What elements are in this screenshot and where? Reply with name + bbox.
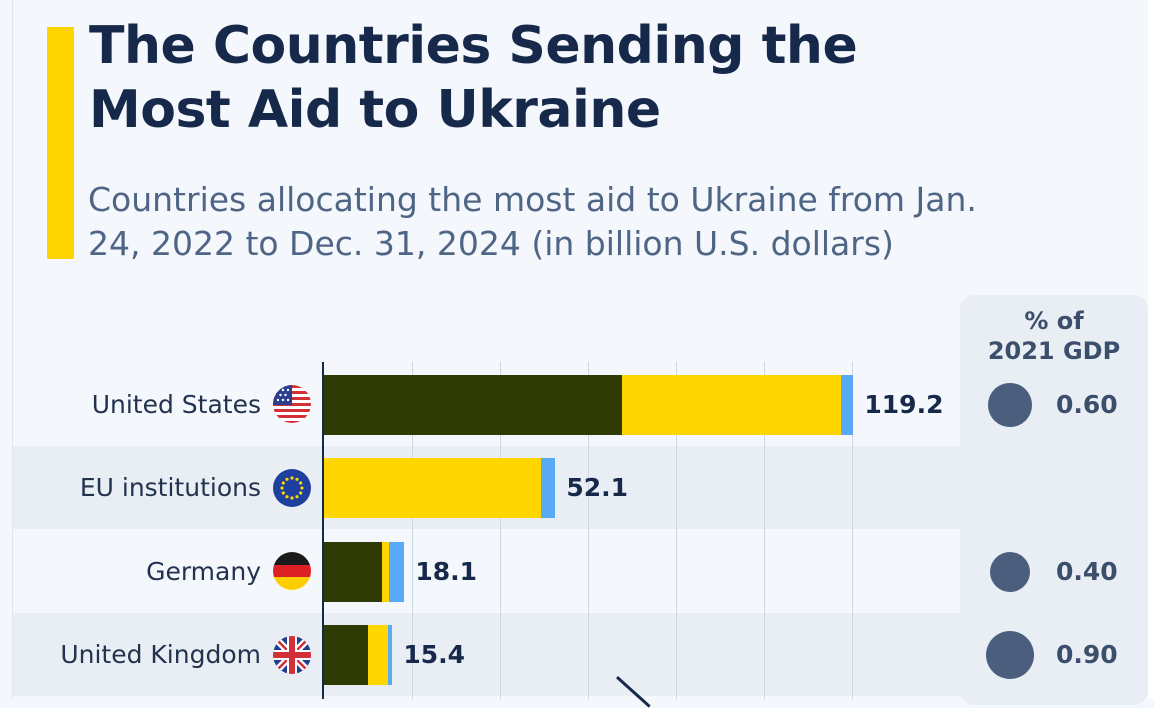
row-band-uk (13, 613, 1148, 696)
gdp-bubble (986, 631, 1034, 679)
gdp-bubble (990, 552, 1030, 592)
bar-segment-yellow (381, 542, 389, 602)
bar-segment-blue (541, 458, 556, 518)
bar-segment-yellow (324, 458, 542, 518)
chart-card (12, 0, 1143, 699)
uk-flag-icon (273, 636, 311, 674)
us-flag-icon (273, 385, 311, 423)
bar-segment-dark (324, 625, 369, 685)
page-edge (1148, 0, 1154, 699)
bar-segment-blue (388, 625, 393, 685)
grid-line (764, 362, 765, 699)
gdp-percent-label: 0.40 (1056, 557, 1118, 586)
grid-line (412, 362, 413, 699)
country-label: Germany (146, 557, 261, 586)
title-accent-bar (47, 27, 74, 259)
bar-segment-blue (840, 375, 854, 435)
gdp-percent-label: 0.60 (1056, 390, 1118, 419)
chart-subtitle: Countries allocating the most aid to Ukr… (88, 180, 977, 263)
grid-line (676, 362, 677, 699)
bar-segment-yellow (621, 375, 841, 435)
bar-value-label: 119.2 (864, 390, 944, 419)
gdp-header-line-1: % of (1024, 307, 1084, 335)
bar-segment-yellow (368, 625, 389, 685)
country-label: United States (91, 390, 261, 419)
grid-line (500, 362, 501, 699)
country-label: United Kingdom (60, 640, 261, 669)
grid-line (588, 362, 589, 699)
bar-segment-blue (388, 542, 405, 602)
gdp-percent-label: 0.90 (1056, 640, 1118, 669)
grid-line (852, 362, 853, 699)
bar-value-label: 15.4 (403, 640, 466, 669)
bar-segment-dark (324, 542, 382, 602)
row-band-eu (13, 446, 1148, 529)
chart-title: The Countries Sending the Most Aid to Uk… (89, 16, 858, 140)
gdp-panel (960, 295, 1148, 705)
bar-value-label: 18.1 (415, 557, 478, 586)
bar-value-label: 52.1 (566, 473, 629, 502)
gdp-header-line-2: 2021 GDP (987, 337, 1121, 365)
eu-flag-icon (273, 469, 311, 507)
gdp-bubble (988, 383, 1032, 427)
gdp-column-header: % of 2021 GDP (960, 306, 1148, 366)
germany-flag-icon (273, 552, 311, 590)
country-label: EU institutions (79, 473, 261, 502)
value-axis-baseline (322, 362, 324, 699)
bar-segment-dark (324, 375, 622, 435)
